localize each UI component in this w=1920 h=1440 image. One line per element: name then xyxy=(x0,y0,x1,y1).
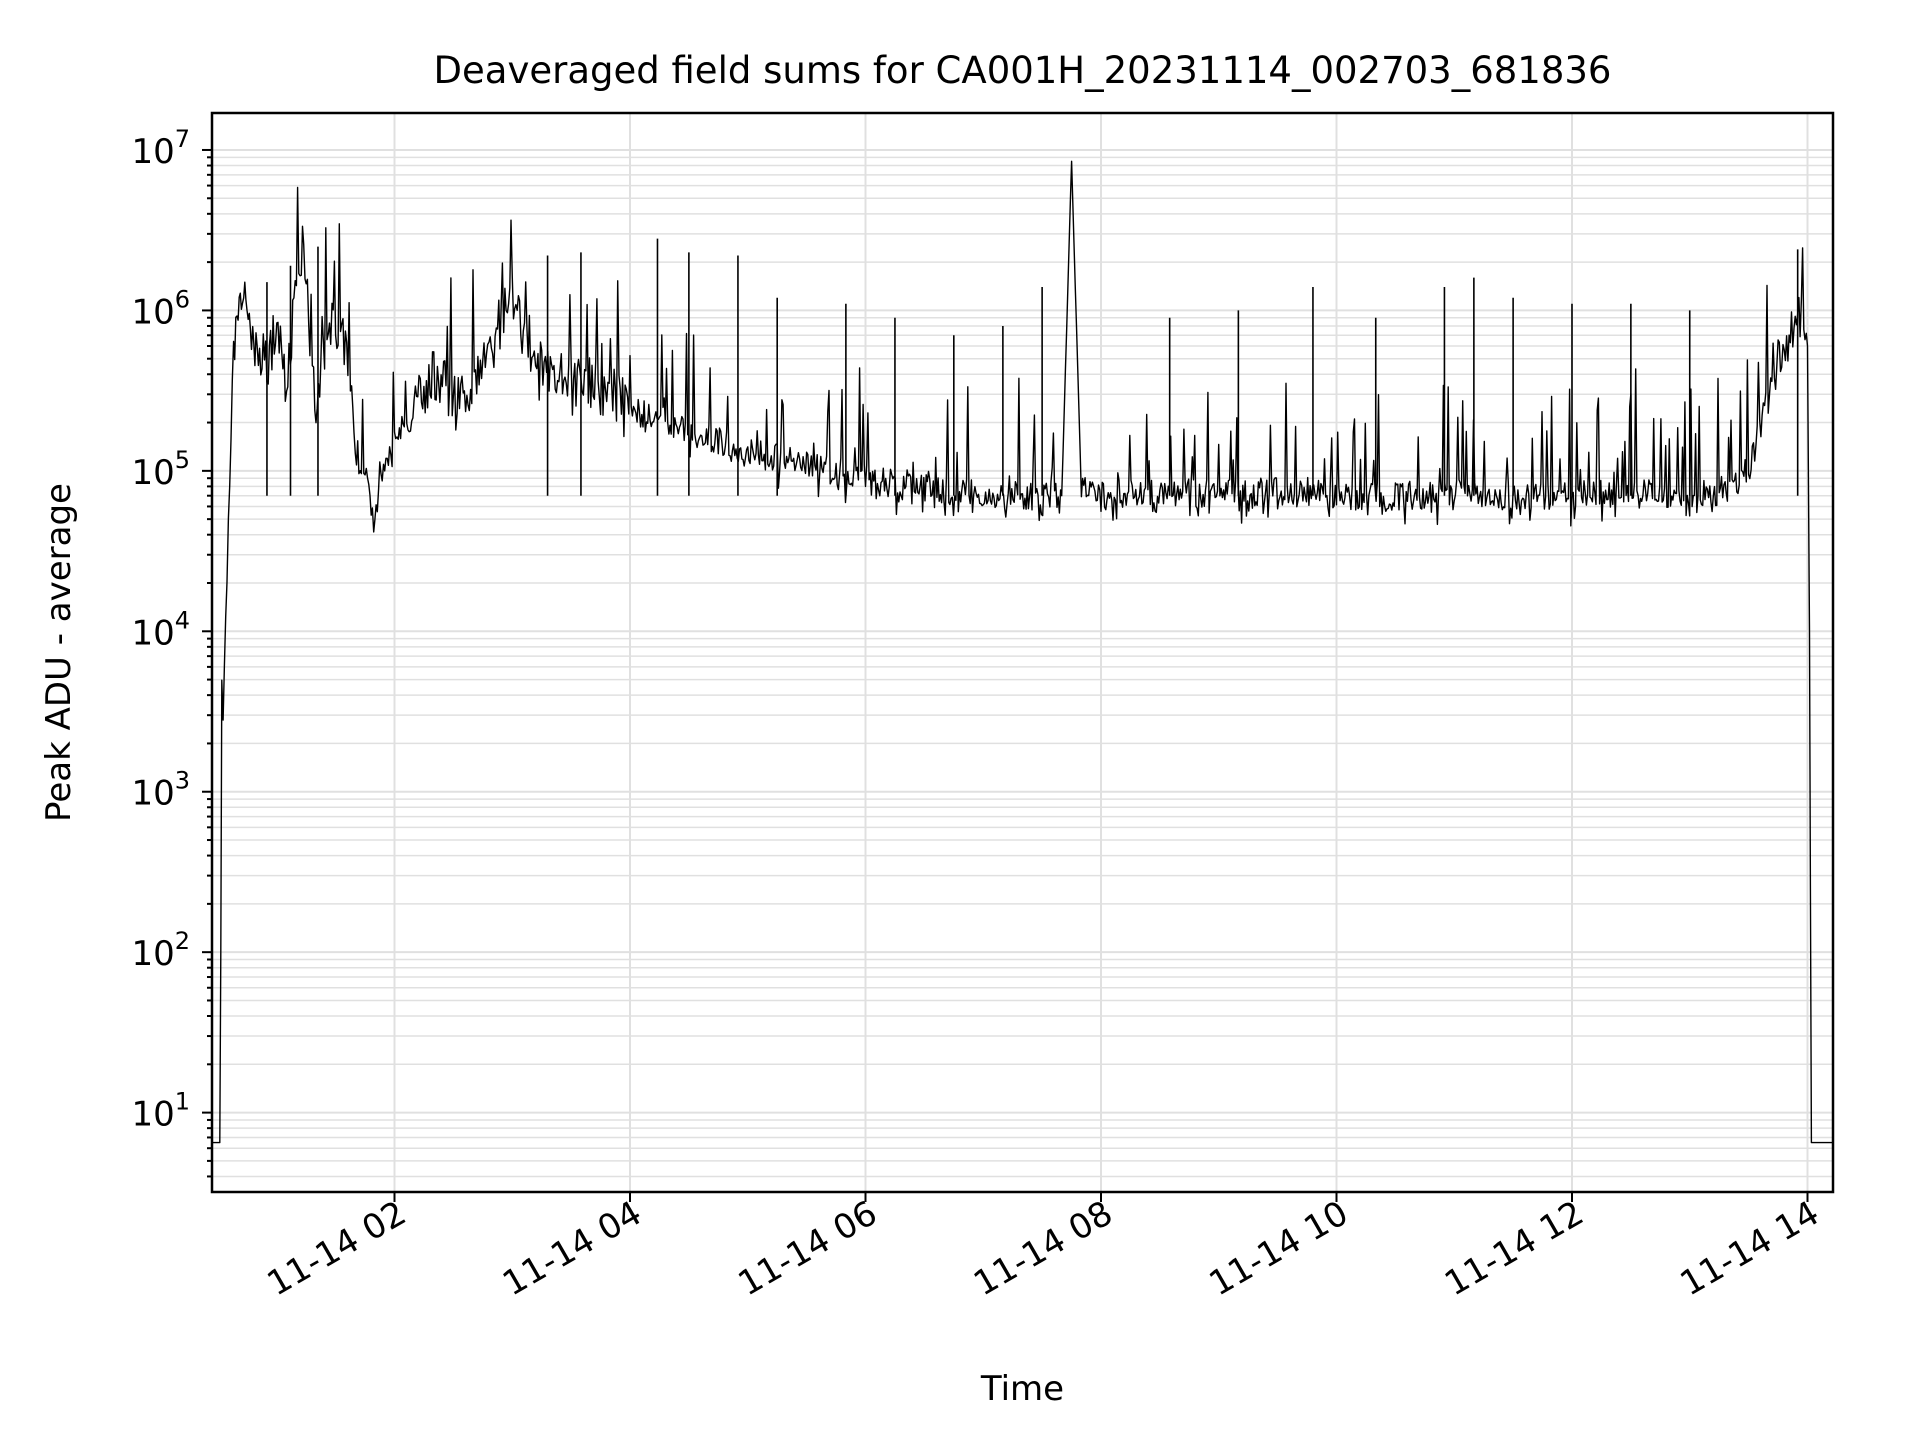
y-tick-label: 102 xyxy=(131,927,190,974)
y-tick-base: 10 xyxy=(131,1095,174,1135)
y-tick-base: 10 xyxy=(131,613,174,653)
grid xyxy=(212,113,1833,1192)
y-tick-exponent: 3 xyxy=(175,767,190,795)
y-tick-exponent: 6 xyxy=(175,285,190,313)
y-tick-base: 10 xyxy=(131,774,174,814)
y-tick-exponent: 2 xyxy=(175,927,190,955)
y-tick-label: 105 xyxy=(131,446,190,493)
axes-frame xyxy=(210,111,1835,1194)
y-tick-label: 101 xyxy=(131,1088,190,1135)
x-axis-label: Time xyxy=(980,1369,1064,1409)
y-tick-base: 10 xyxy=(131,453,174,493)
y-tick-base: 10 xyxy=(131,292,174,332)
y-tick-label: 106 xyxy=(131,285,190,332)
y-tick-exponent: 7 xyxy=(175,125,190,153)
y-tick-label: 104 xyxy=(131,606,190,653)
y-tick-base: 10 xyxy=(131,934,174,974)
y-axis-label: Peak ADU - average xyxy=(39,483,79,822)
data-line xyxy=(212,160,1833,1144)
data-line-group xyxy=(212,160,1833,1144)
y-tick-exponent: 5 xyxy=(175,446,190,474)
y-tick-base: 10 xyxy=(131,132,174,172)
y-tick-label: 103 xyxy=(131,767,190,814)
y-tick-exponent: 1 xyxy=(175,1088,190,1116)
y-tick-exponent: 4 xyxy=(175,606,190,634)
y-tick-label: 107 xyxy=(131,125,190,172)
chart-title: Deaveraged field sums for CA001H_2023111… xyxy=(434,49,1612,92)
